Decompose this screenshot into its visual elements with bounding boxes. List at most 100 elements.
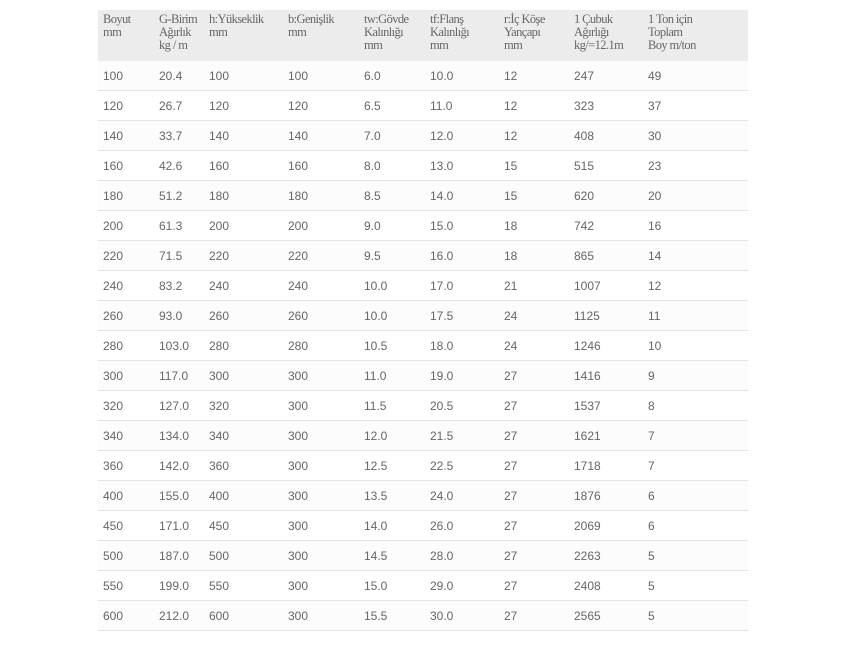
table-cell: 240 [204,270,283,301]
table-cell: 260 [98,300,154,331]
table-cell: 400 [98,480,154,511]
table-cell: 37 [643,90,748,121]
table-cell: 24.0 [425,480,499,511]
header-line: mm [364,38,383,52]
column-header: G-Birim Ağırlık kg / m [154,10,204,61]
table-cell: 220 [98,240,154,271]
table-cell: 280 [98,330,154,361]
table-cell: 30 [643,120,748,151]
table-cell: 742 [569,210,643,241]
table-cell: 42.6 [154,150,204,181]
table-row: 240 83.2 240 240 10.0 17.0 21 1007 12 [98,270,748,301]
table-cell: 212.0 [154,600,204,631]
table-cell: 6.5 [359,90,425,121]
table-cell: 1416 [569,360,643,391]
table-cell: 155.0 [154,480,204,511]
table-row: 320 127.0 320 300 11.5 20.5 27 1537 8 [98,390,748,421]
table-cell: 14 [643,240,748,271]
table-cell: 140 [204,120,283,151]
table-cell: 5 [643,540,748,571]
table-cell: 15.0 [425,210,499,241]
table-cell: 9.0 [359,210,425,241]
table-cell: 200 [283,210,359,241]
table-cell: 300 [283,600,359,631]
table-cell: 16 [643,210,748,241]
header-line: Kalınlığı [364,25,404,39]
header-line: Kalınlığı [430,25,470,39]
table-cell: 6.0 [359,61,425,91]
table-cell: 340 [204,420,283,451]
table-cell: 100 [283,61,359,91]
table-cell: 12 [499,120,569,151]
table-cell: 18 [499,240,569,271]
table-cell: 160 [283,150,359,181]
table-cell: 27 [499,570,569,601]
header-line: r:İç Köşe [504,12,545,26]
table-cell: 33.7 [154,120,204,151]
header-line: mm [504,38,523,52]
table-cell: 10.5 [359,330,425,361]
table-cell: 171.0 [154,510,204,541]
table-cell: 61.3 [154,210,204,241]
column-header: 1 Çubuk Ağırlığı kg/=12.1m [569,10,643,61]
table-cell: 220 [283,240,359,271]
table-row: 340 134.0 340 300 12.0 21.5 27 1621 7 [98,420,748,451]
column-header: tf:Flanş Kalınlığı mm [425,10,499,61]
table-cell: 30.0 [425,600,499,631]
table-row: 100 20.4 100 100 6.0 10.0 12 247 49 [98,61,748,91]
header-line: kg/=12.1m [574,38,624,52]
table-cell: 11.0 [425,90,499,121]
header-line: mm [103,25,122,39]
table-cell: 27 [499,390,569,421]
table-cell: 12 [499,61,569,91]
header-line: G-Birim [159,12,198,26]
header-line: mm [288,25,307,39]
table-cell: 27 [499,510,569,541]
header-line: Boy m/ton [648,38,696,52]
table-cell: 1246 [569,330,643,361]
table-cell: 140 [283,120,359,151]
table-cell: 11.0 [359,360,425,391]
table-cell: 20.4 [154,61,204,91]
table-cell: 12.0 [359,420,425,451]
table-cell: 16.0 [425,240,499,271]
table-cell: 13.5 [359,480,425,511]
table-cell: 140 [98,120,154,151]
table-row: 450 171.0 450 300 14.0 26.0 27 2069 6 [98,510,748,541]
table-cell: 300 [283,480,359,511]
table-cell: 300 [283,570,359,601]
table-row: 500 187.0 500 300 14.5 28.0 27 2263 5 [98,540,748,571]
table-cell: 1718 [569,450,643,481]
header-line: mm [430,38,449,52]
table-cell: 360 [98,450,154,481]
table-cell: 28.0 [425,540,499,571]
table-cell: 15.0 [359,570,425,601]
table-cell: 103.0 [154,330,204,361]
table-cell: 865 [569,240,643,271]
table-cell: 300 [98,360,154,391]
table-cell: 120 [283,90,359,121]
table-cell: 14.0 [425,180,499,211]
table-cell: 160 [98,150,154,181]
table-cell: 12.0 [425,120,499,151]
table-cell: 27 [499,480,569,511]
table-cell: 620 [569,180,643,211]
table-cell: 127.0 [154,390,204,421]
table-cell: 300 [283,360,359,391]
table-row: 600 212.0 600 300 15.5 30.0 27 2565 5 [98,600,748,631]
table-row: 280 103.0 280 280 10.5 18.0 24 1246 10 [98,330,748,361]
table-cell: 21.5 [425,420,499,451]
table-cell: 26.0 [425,510,499,541]
profile-table: Boyut mm G-Birim Ağırlık kg / m h:Yükseklik mm… [98,10,748,631]
table-cell: 2408 [569,570,643,601]
table-cell: 180 [98,180,154,211]
table-cell: 26.7 [154,90,204,121]
table-cell: 10 [643,330,748,361]
table-cell: 15 [499,150,569,181]
table-row: 400 155.0 400 300 13.5 24.0 27 1876 6 [98,480,748,511]
table-cell: 18.0 [425,330,499,361]
table-cell: 12.5 [359,450,425,481]
table-cell: 300 [283,420,359,451]
table-cell: 450 [204,510,283,541]
table-cell: 29.0 [425,570,499,601]
